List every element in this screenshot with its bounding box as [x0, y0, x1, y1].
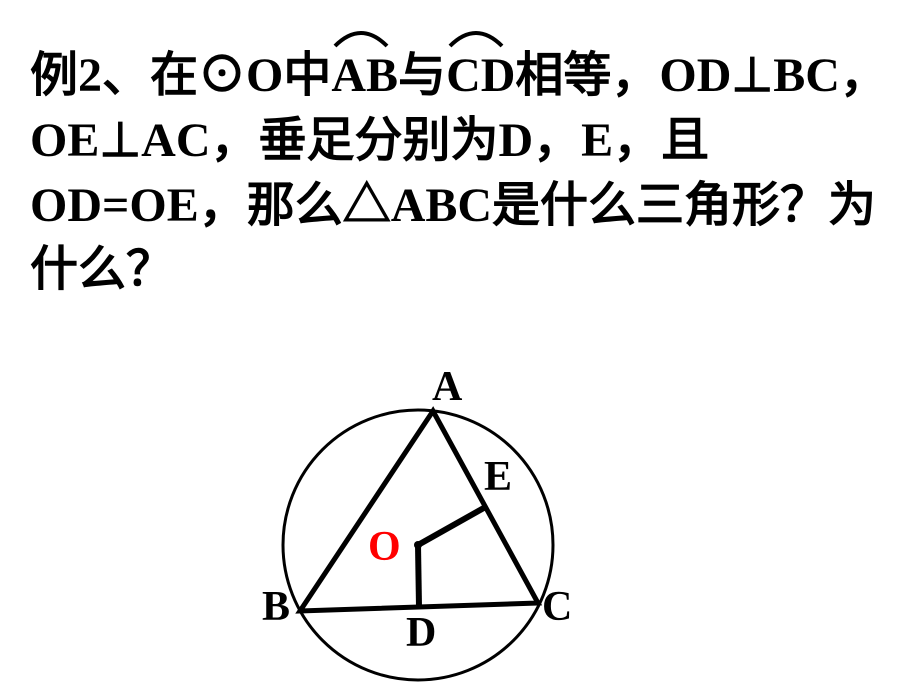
- point-o-dot: [414, 541, 422, 549]
- label-o: O: [368, 523, 401, 571]
- text-pre: 在⊙O中: [150, 49, 331, 102]
- geometry-diagram: A E O B C D: [238, 355, 598, 685]
- arc-ab-text: AB: [331, 49, 398, 102]
- arc-symbol-icon: [446, 26, 506, 48]
- text-mid1: 与: [398, 49, 446, 102]
- label-b: B: [262, 583, 290, 631]
- label-e: E: [484, 453, 512, 501]
- segment-oe: [418, 507, 486, 545]
- label-d: D: [406, 609, 436, 657]
- segment-od: [418, 545, 419, 607]
- problem-text: 例2、在⊙O中 AB 与 CD 相等，OD⊥BC，OE⊥AC，垂足分别为D，E，…: [30, 44, 890, 303]
- label-a: A: [432, 363, 462, 411]
- arc-symbol-icon: [331, 26, 391, 48]
- arc-cd-text: CD: [446, 49, 515, 102]
- example-label: 例2、: [30, 49, 150, 102]
- arc-ab: AB: [331, 44, 398, 109]
- label-c: C: [542, 583, 572, 631]
- arc-cd: CD: [446, 44, 515, 109]
